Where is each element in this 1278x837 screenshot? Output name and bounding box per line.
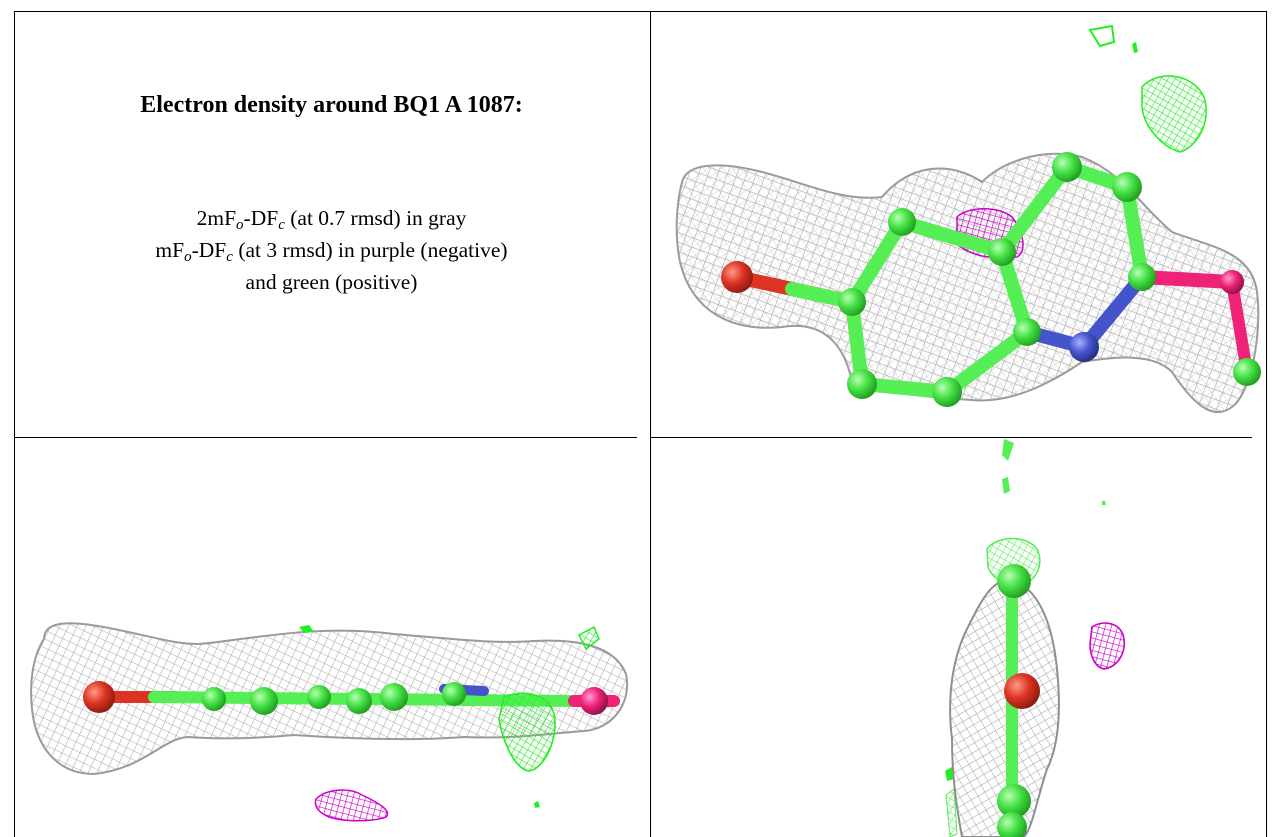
nitrogen-atom [1069,332,1099,362]
table-middle-divider [650,11,651,837]
carbon-atom [307,685,331,709]
carbon-atom [1233,358,1261,386]
legend-text: 2mFo-DFc (at 0.7 rmsd) in gray mFo-DFc (… [14,202,649,298]
carbon-atom [1052,152,1082,182]
density-side-view [30,622,629,822]
table-row-divider-left [14,437,637,438]
carbon-atom [997,812,1027,837]
carbon-atom [997,564,1031,598]
density-side-view-panel [14,439,649,837]
carbon-atom [250,687,278,715]
carbon-atom [1128,263,1156,291]
molecule-atoms [721,152,1261,407]
figure-title: Electron density around BQ1 A 1087: [140,92,523,118]
gray-density-mesh [949,577,1060,837]
carbon-atom [346,688,372,714]
table-left-border [14,11,15,837]
carbon-atom [847,369,877,399]
legend-line-difference: mFo-DFc (at 3 rmsd) in purple (negative) [155,238,508,265]
table-top-border [14,11,1267,12]
carbon-atom [838,288,866,316]
oxygen-atom [83,681,115,713]
carbon-atom [888,208,916,236]
density-top-view-panel [652,12,1267,437]
sulfur-atom [580,687,608,715]
green-positive-density [1088,24,1207,153]
gray-density-mesh [675,152,1260,413]
green-positive-density [299,625,600,808]
carbon-atom [1112,172,1142,202]
oxygen-atom [721,261,753,293]
density-top-view [675,24,1261,413]
density-end-view [945,439,1126,837]
density-end-view-panel [652,439,1267,837]
caption-cell: Electron density around BQ1 A 1087: 2mFo… [14,12,649,437]
carbon-atom [442,682,466,706]
carbon-atom [988,238,1016,266]
carbon-atom [932,377,962,407]
carbon-atom [380,683,408,711]
oxygen-atom [1004,673,1040,709]
molecule-atoms [997,564,1040,837]
sulfur-atom [1220,270,1244,294]
table-right-border [1266,11,1267,837]
molecule-atoms [83,681,608,715]
carbon-atom [997,784,1031,818]
carbon-atom [1013,318,1041,346]
purple-negative-density [1089,622,1126,670]
purple-negative-density [314,789,389,822]
legend-line-positive: and green (positive) [245,270,418,294]
carbon-atom [202,687,226,711]
table-row-divider-right [650,437,1252,438]
legend-line-gray: 2mFo-DFc (at 0.7 rmsd) in gray [196,206,467,233]
